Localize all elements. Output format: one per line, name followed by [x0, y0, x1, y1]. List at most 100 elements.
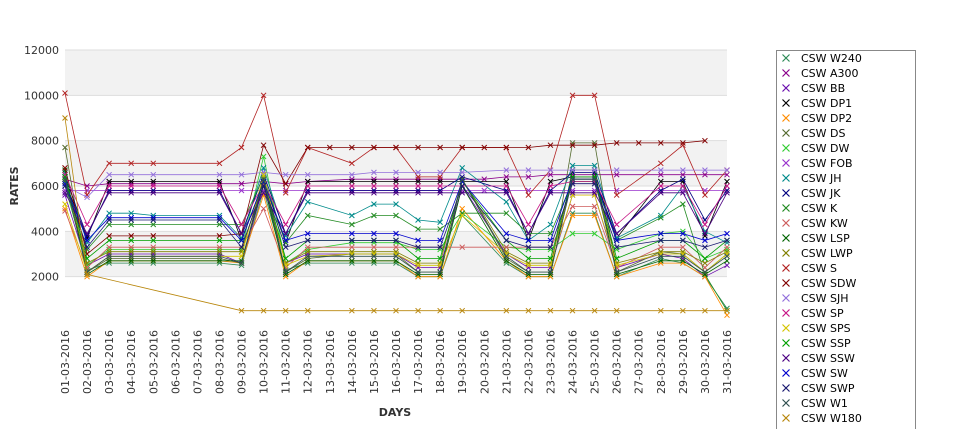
x-tick-label: 13-03-2016 [324, 330, 337, 394]
x-tick-label: 18-03-2016 [434, 330, 447, 394]
data-point [304, 212, 311, 219]
data-point [150, 246, 157, 253]
data-point [150, 221, 157, 228]
data-point [680, 237, 686, 244]
data-point [657, 178, 664, 185]
data-point [437, 174, 443, 180]
data-point [680, 176, 686, 183]
series-lines [62, 90, 730, 319]
legend-marker [782, 414, 790, 422]
data-point [128, 255, 135, 262]
data-point [702, 171, 708, 178]
data-point [437, 271, 443, 278]
legend-marker [782, 84, 790, 92]
data-point [304, 171, 311, 178]
data-point [415, 189, 421, 196]
legend-marker [782, 54, 790, 62]
data-point [415, 262, 421, 269]
legend-label: CSW S [801, 262, 837, 275]
data-point [371, 212, 377, 219]
data-point [547, 183, 554, 189]
series-20 [62, 189, 730, 237]
data-point [724, 237, 730, 244]
data-point [371, 183, 377, 189]
x-tick-label: 26-03-2016 [611, 330, 624, 394]
data-point [657, 214, 664, 221]
data-point [282, 307, 289, 314]
data-point [724, 312, 730, 319]
data-point [503, 251, 510, 257]
data-point [437, 219, 443, 226]
y-axis-title: RATES [8, 166, 21, 205]
data-point [415, 217, 421, 223]
data-point [128, 233, 135, 239]
legend-label: CSW DW [801, 142, 850, 155]
data-point [569, 192, 576, 198]
y-tick-label: 2000 [31, 271, 59, 284]
data-point [525, 255, 532, 262]
data-point [680, 183, 686, 189]
data-point [128, 160, 135, 167]
data-point [415, 307, 421, 314]
legend-frame [776, 50, 916, 429]
data-point [216, 212, 223, 219]
data-point [724, 167, 730, 173]
legend-marker [782, 369, 790, 377]
data-point [349, 253, 355, 260]
legend-marker [782, 159, 790, 167]
data-point [304, 248, 311, 255]
data-point [84, 271, 90, 278]
data-point [106, 221, 112, 228]
series-line [64, 191, 728, 235]
x-tick-label: 17-03-2016 [412, 330, 425, 394]
data-point [613, 171, 620, 178]
data-point [216, 233, 223, 239]
data-point [591, 203, 598, 210]
legend-label: CSW SSW [801, 352, 855, 365]
data-point [150, 160, 157, 167]
y-tick-label: 8000 [31, 135, 59, 148]
legend-marker [782, 99, 790, 107]
data-point [128, 246, 135, 253]
data-point [238, 244, 245, 251]
data-point [569, 140, 576, 146]
data-point [349, 248, 355, 255]
legend-label: CSW SP [801, 307, 844, 320]
data-point [657, 248, 664, 255]
data-point [702, 269, 708, 275]
data-point [415, 174, 421, 180]
data-point [260, 171, 267, 178]
x-tick-label: 14-03-2016 [346, 330, 359, 394]
series-line [64, 140, 705, 255]
legend-label: CSW DP1 [801, 97, 852, 110]
data-point [680, 201, 686, 207]
data-point [613, 271, 620, 278]
data-point [393, 187, 399, 194]
data-point [613, 269, 620, 275]
data-point [106, 233, 112, 239]
data-point [680, 253, 686, 260]
data-point [62, 171, 68, 178]
y-tick-label: 12000 [24, 44, 59, 57]
data-point [349, 251, 355, 257]
data-point [260, 174, 267, 180]
legend-marker [782, 219, 790, 227]
data-point [724, 253, 730, 260]
data-point [437, 183, 443, 189]
data-point [150, 255, 157, 262]
series-13 [62, 176, 730, 266]
data-point [393, 244, 399, 251]
data-point [525, 167, 532, 173]
series-line [64, 183, 728, 249]
data-point [459, 244, 466, 251]
data-point [150, 171, 157, 178]
data-point [459, 178, 466, 185]
data-point [150, 212, 157, 219]
data-point [128, 237, 135, 244]
data-point [724, 178, 730, 185]
data-point [437, 226, 443, 232]
legend-marker [782, 204, 790, 212]
data-point [128, 171, 135, 178]
data-point [371, 257, 377, 264]
data-point [724, 262, 730, 269]
